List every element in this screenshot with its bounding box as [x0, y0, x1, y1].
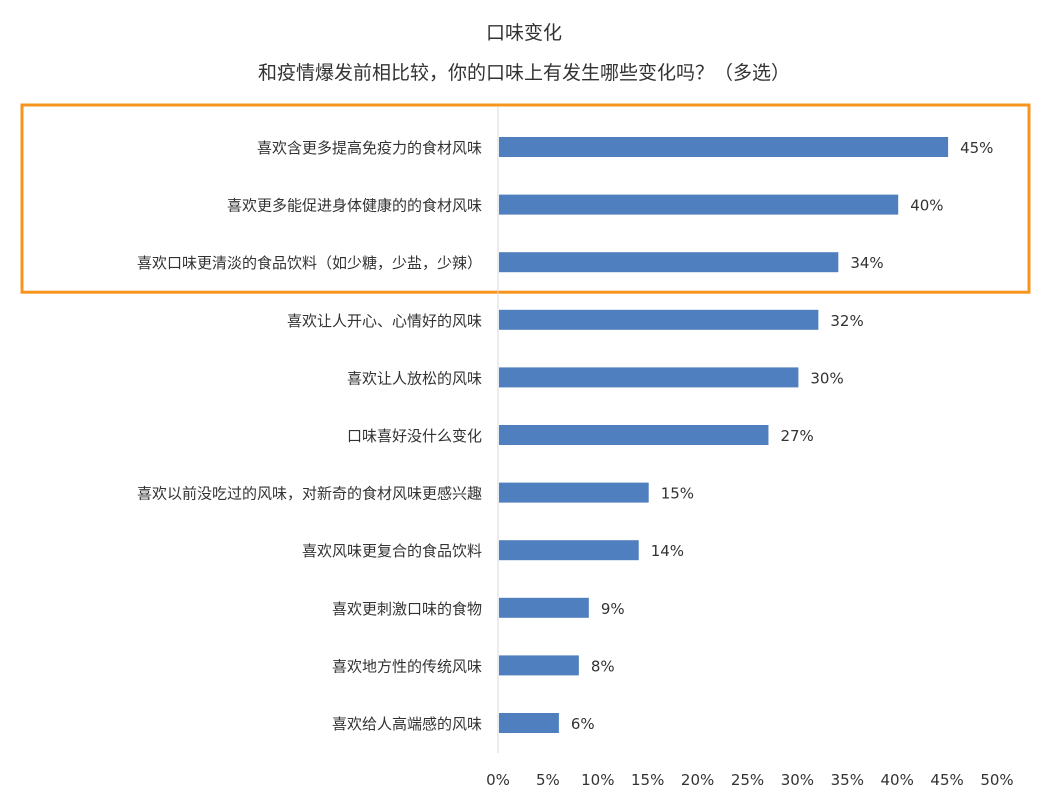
bar [499, 597, 589, 618]
bar [499, 655, 579, 676]
category-label: 喜欢风味更复合的食品饮料 [302, 542, 482, 560]
x-tick-label: 0% [486, 771, 510, 789]
data-label: 14% [651, 542, 684, 560]
data-label: 15% [661, 485, 694, 503]
data-label: 6% [571, 715, 595, 733]
x-tick-label: 10% [581, 771, 614, 789]
x-tick-label: 45% [930, 771, 963, 789]
x-tick-label: 25% [731, 771, 764, 789]
category-label: 喜欢含更多提高免疫力的食材风味 [257, 139, 482, 157]
chart-title: 口味变化 [485, 22, 562, 44]
bar [499, 194, 899, 215]
x-tick-label: 30% [781, 771, 814, 789]
bar [499, 713, 559, 733]
category-label: 喜欢更多能促进身体健康的的食材风味 [227, 197, 482, 215]
data-label: 32% [830, 312, 863, 330]
bar [499, 309, 819, 330]
x-tick-label: 15% [631, 771, 664, 789]
data-label: 27% [780, 427, 813, 445]
x-tick-label: 5% [536, 771, 560, 789]
data-label: 30% [810, 369, 843, 387]
category-label: 口味喜好没什么变化 [347, 427, 482, 445]
data-label: 8% [591, 657, 615, 675]
category-label: 喜欢让人开心、心情好的风味 [287, 312, 482, 330]
category-label: 喜欢让人放松的风味 [347, 369, 482, 387]
bar [499, 540, 639, 561]
category-label: 喜欢地方性的传统风味 [332, 657, 482, 675]
category-label: 喜欢口味更清淡的食品饮料（如少糖，少盐，少辣） [137, 254, 482, 272]
chart-subtitle: 和疫情爆发前相比较，你的口味上有发生哪些变化吗？（多选） [257, 62, 790, 84]
bar [499, 252, 839, 273]
x-tick-label: 35% [831, 771, 864, 789]
x-tick-label: 50% [980, 771, 1013, 789]
bar [499, 425, 769, 445]
data-label: 45% [960, 139, 993, 157]
data-label: 9% [601, 600, 625, 618]
x-tick-label: 40% [881, 771, 914, 789]
highlight-box [20, 103, 1031, 294]
category-label: 喜欢更刺激口味的食物 [332, 600, 482, 618]
data-label: 34% [850, 254, 883, 272]
bar [499, 367, 799, 388]
bar [499, 482, 649, 503]
x-tick-label: 20% [681, 771, 714, 789]
category-label: 喜欢给人高端感的风味 [332, 715, 482, 733]
category-label: 喜欢以前没吃过的风味，对新奇的食材风味更感兴趣 [137, 485, 482, 503]
data-label: 40% [910, 197, 943, 215]
bar [499, 137, 949, 157]
